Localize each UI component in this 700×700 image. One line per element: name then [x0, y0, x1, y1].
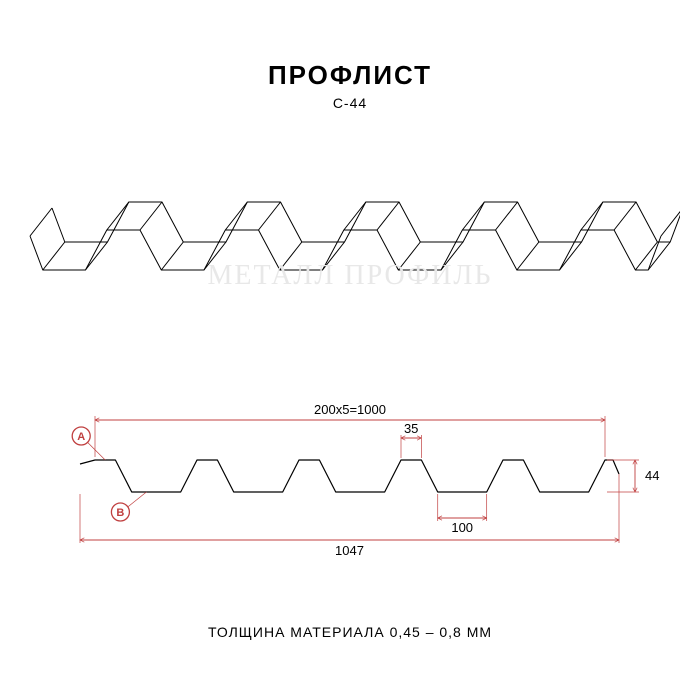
cross-section-drawing: 200x5=1000 35 44 100 1047 A B	[40, 380, 660, 560]
page-subtitle: С-44	[0, 95, 700, 111]
svg-text:A: A	[77, 431, 85, 443]
perspective-drawing	[20, 160, 680, 340]
page-title: ПРОФЛИСТ	[0, 60, 700, 91]
thickness-label: ТОЛЩИНА МАТЕРИАЛА 0,45 – 0,8 ММ	[0, 624, 700, 640]
svg-text:100: 100	[451, 520, 473, 535]
svg-text:1047: 1047	[335, 543, 364, 558]
svg-text:44: 44	[645, 468, 659, 483]
svg-text:200x5=1000: 200x5=1000	[314, 402, 386, 417]
svg-text:B: B	[116, 507, 124, 519]
svg-text:35: 35	[404, 421, 418, 436]
title-block: ПРОФЛИСТ С-44	[0, 60, 700, 111]
